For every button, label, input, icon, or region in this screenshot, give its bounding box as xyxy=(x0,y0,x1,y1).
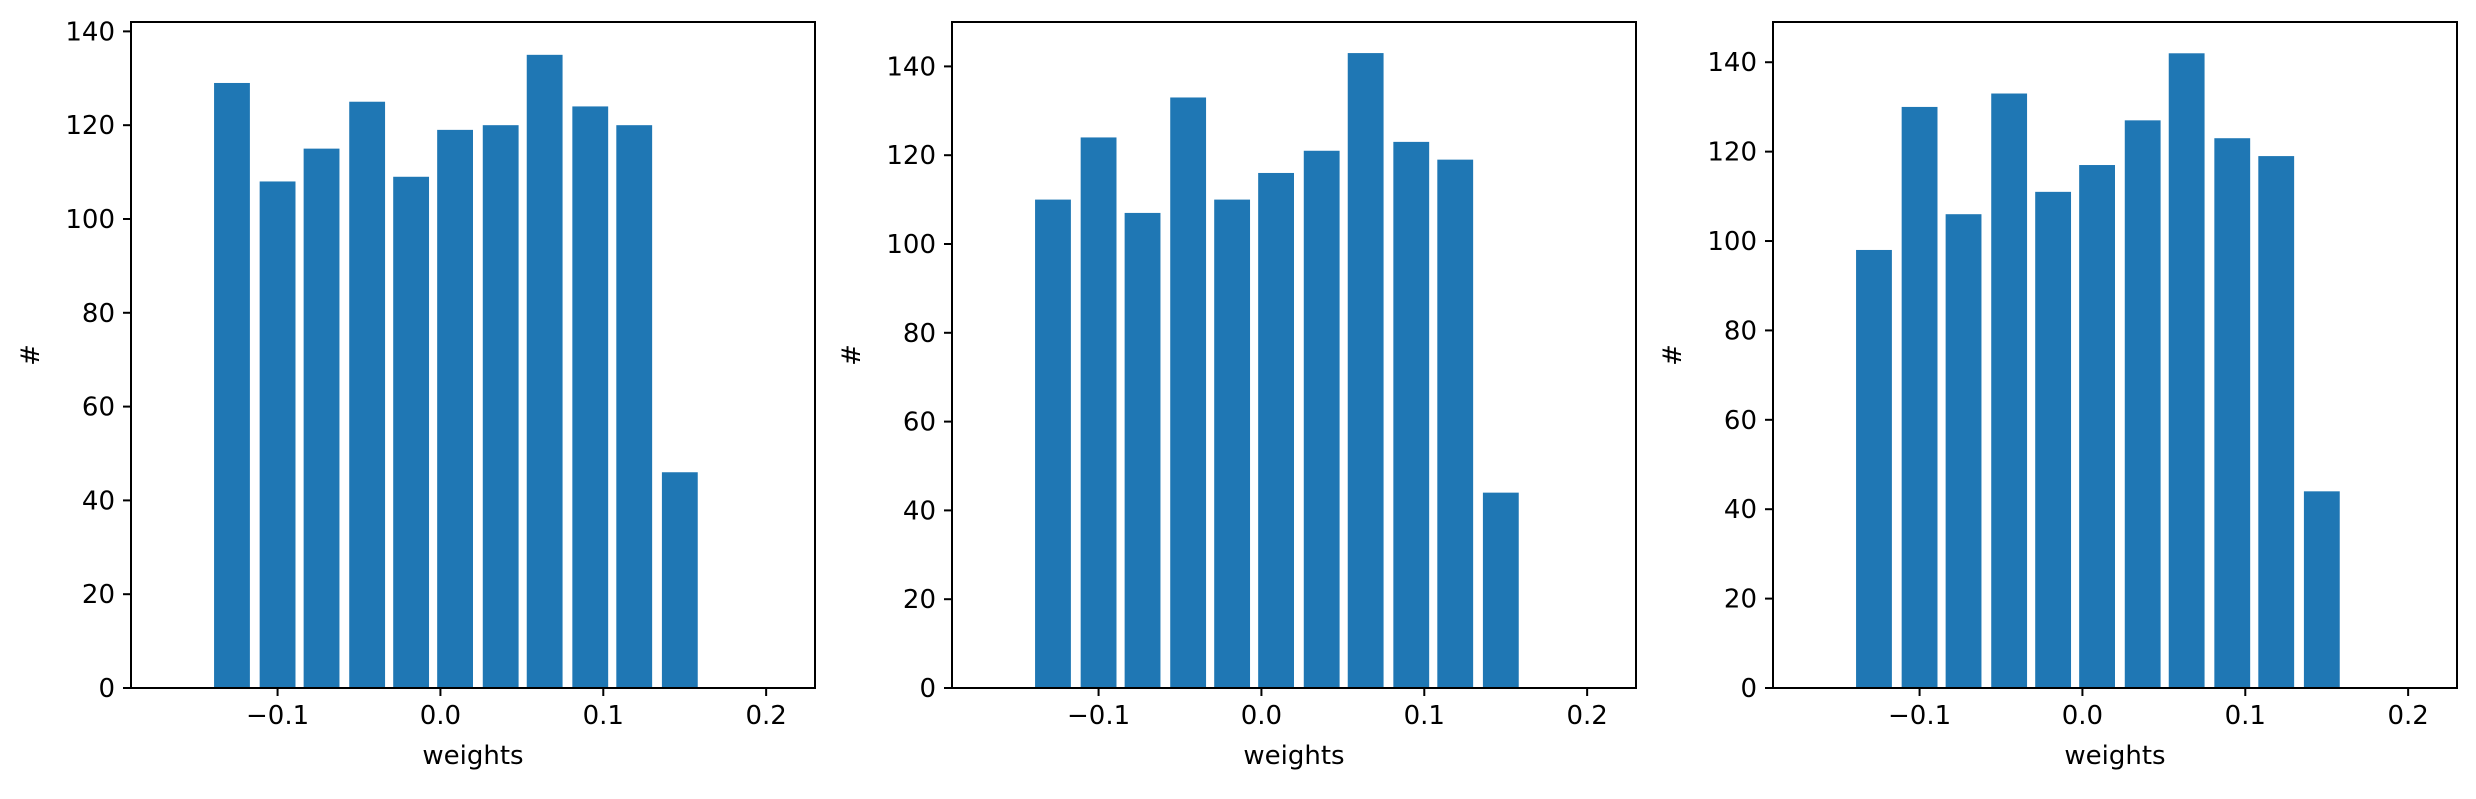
bar xyxy=(1258,172,1294,688)
bar xyxy=(1945,214,1982,688)
bar xyxy=(437,129,473,688)
x-tick-label: 0.0 xyxy=(2062,701,2103,731)
chart-panel-3: −0.1 0.0 0.1 0.2 0 20 40 60 80 100 120 140 weights # xyxy=(1658,21,2458,771)
y-tick-label: 40 xyxy=(903,496,936,526)
bar xyxy=(303,148,340,688)
x-tick-label: 0.2 xyxy=(1566,701,1607,731)
y-tick-label: 60 xyxy=(82,393,115,423)
y-tick-label: 100 xyxy=(65,205,115,235)
x-tick-label: −0.1 xyxy=(1067,701,1130,731)
x-axis-label: weights xyxy=(422,741,523,771)
y-tick-label: 140 xyxy=(1707,48,1757,78)
bar xyxy=(349,101,386,689)
y-tick-label: 40 xyxy=(1724,495,1757,525)
bar xyxy=(1214,199,1251,688)
x-tick-label: 0.0 xyxy=(420,701,461,731)
y-tick-label: 40 xyxy=(82,486,115,516)
y-tick-label: 80 xyxy=(1724,316,1757,346)
bar xyxy=(1482,492,1519,688)
bar xyxy=(572,106,609,689)
bar xyxy=(2214,138,2251,688)
bar xyxy=(393,176,430,688)
chart-panel-1: −0.1 0.0 0.1 0.2 0 20 40 60 80 100 120 140 weights # xyxy=(16,17,816,771)
x-tick-label: 0.1 xyxy=(1404,701,1445,731)
x-tick-label: 0.1 xyxy=(2225,701,2266,731)
y-tick-label: 20 xyxy=(82,580,115,610)
axes-frame xyxy=(1772,21,2458,689)
x-axis-label: weights xyxy=(2064,741,2165,771)
y-axis-label: # xyxy=(16,344,46,366)
bar xyxy=(1991,93,2028,688)
bar xyxy=(2168,53,2205,689)
axes-frame xyxy=(130,21,816,689)
bar xyxy=(214,82,250,689)
y-axis-label: # xyxy=(1658,344,1688,366)
bar xyxy=(2303,491,2340,688)
bar xyxy=(1393,141,1430,688)
y-tick-label: 20 xyxy=(903,585,936,615)
bar xyxy=(1856,249,1892,688)
bar xyxy=(2258,156,2295,689)
bar xyxy=(616,125,653,689)
bar xyxy=(482,125,519,689)
bar xyxy=(2035,191,2072,688)
y-tick-label: 20 xyxy=(1724,585,1757,615)
y-tick-label: 140 xyxy=(65,17,115,47)
bar xyxy=(1080,137,1117,688)
y-tick-label: 120 xyxy=(65,111,115,141)
y-tick-label: 120 xyxy=(1707,138,1757,168)
y-tick-label: 100 xyxy=(1707,227,1757,257)
y-tick-label: 80 xyxy=(903,319,936,349)
y-tick-label: 60 xyxy=(903,408,936,438)
y-tick-label: 0 xyxy=(98,674,115,704)
bar xyxy=(1035,199,1071,688)
bar xyxy=(1303,150,1340,688)
y-tick-label: 80 xyxy=(82,299,115,329)
y-tick-label: 60 xyxy=(1724,406,1757,436)
x-axis-label: weights xyxy=(1243,741,1344,771)
bar xyxy=(1347,53,1384,688)
bar xyxy=(526,54,563,688)
y-tick-label: 120 xyxy=(886,141,936,171)
bar xyxy=(2124,120,2161,689)
bar xyxy=(1170,97,1207,689)
y-tick-label: 140 xyxy=(886,52,936,82)
bar xyxy=(1437,159,1474,688)
y-tick-label: 100 xyxy=(886,230,936,260)
x-tick-label: 0.2 xyxy=(2387,701,2428,731)
x-tick-label: −0.1 xyxy=(246,701,309,731)
x-tick-label: 0.0 xyxy=(1241,701,1282,731)
bar xyxy=(1901,106,1938,689)
y-tick-label: 0 xyxy=(919,674,936,704)
bar xyxy=(661,472,698,688)
x-tick-label: 0.1 xyxy=(583,701,624,731)
x-tick-label: 0.2 xyxy=(745,701,786,731)
bar xyxy=(259,181,296,688)
y-axis-label: # xyxy=(837,344,867,366)
x-tick-label: −0.1 xyxy=(1888,701,1951,731)
y-tick-label: 0 xyxy=(1740,674,1757,704)
bar xyxy=(2079,165,2115,688)
chart-panel-2: −0.1 0.0 0.1 0.2 0 20 40 60 80 100 120 140 weights # xyxy=(837,21,1637,771)
bar xyxy=(1124,212,1161,689)
axes-frame xyxy=(951,21,1637,689)
